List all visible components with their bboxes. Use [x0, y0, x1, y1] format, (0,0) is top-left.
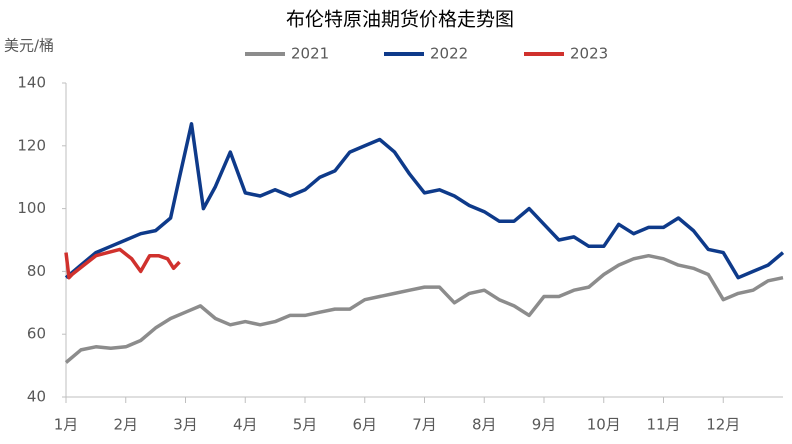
x-tick-label: 2月 [113, 416, 138, 434]
x-tick-label: 3月 [173, 416, 198, 434]
y-tick-label: 80 [27, 262, 46, 280]
x-tick-label: 7月 [412, 416, 437, 434]
y-axis-label: 美元/桶 [4, 37, 54, 55]
x-tick-label: 8月 [472, 416, 497, 434]
x-tick-label: 9月 [532, 416, 557, 434]
series-line [64, 253, 784, 364]
y-tick-label: 120 [17, 136, 46, 154]
legend-label: 2023 [570, 45, 608, 63]
x-tick-label: 4月 [233, 416, 258, 434]
series-line [64, 247, 181, 280]
series-line [64, 122, 785, 280]
x-tick-label: 12月 [706, 416, 740, 434]
x-tick-label: 11月 [646, 416, 680, 434]
chart-title: 布伦特原油期货价格走势图 [286, 9, 514, 31]
x-tick-label: 1月 [54, 416, 79, 434]
y-tick-label: 140 [17, 74, 46, 92]
x-tick-label: 5月 [293, 416, 318, 434]
x-tick-label: 6月 [352, 416, 377, 434]
legend-label: 2022 [430, 45, 468, 63]
y-tick-label: 100 [17, 199, 46, 217]
legend-label: 2021 [291, 45, 329, 63]
x-tick-label: 10月 [587, 416, 621, 434]
y-tick-label: 60 [27, 325, 46, 343]
y-tick-label: 40 [27, 388, 46, 406]
